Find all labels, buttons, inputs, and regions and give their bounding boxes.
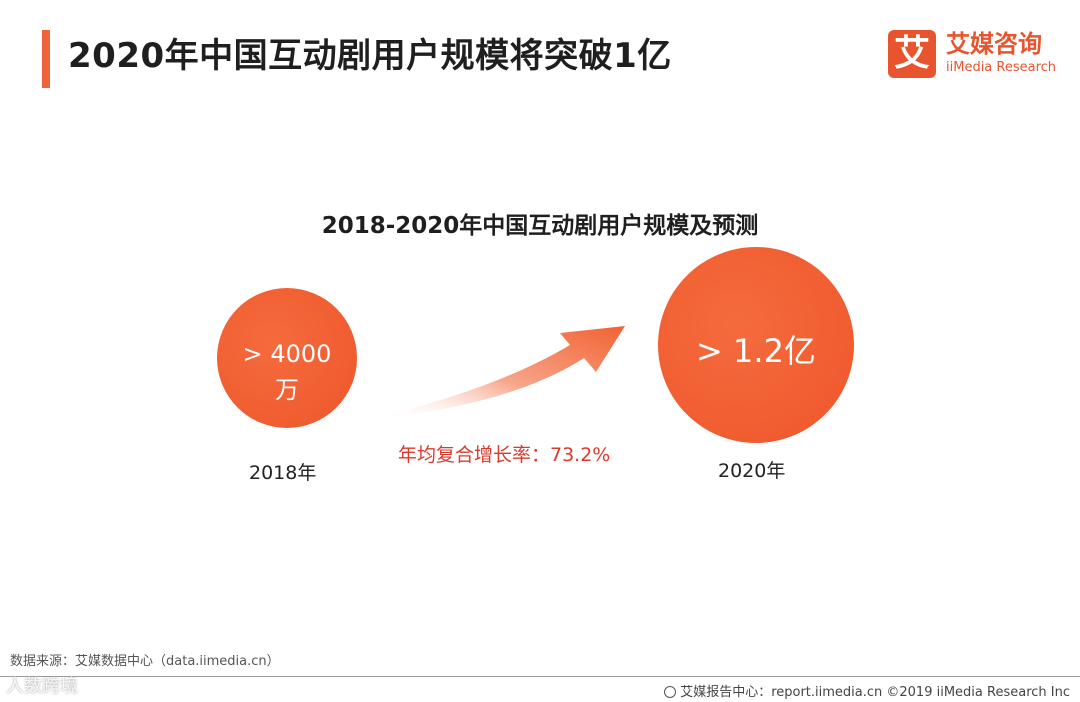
chart-title: 2018-2020年中国互动剧用户规模及预测 xyxy=(321,213,759,239)
logo-en-name: iiMedia Research xyxy=(946,60,1057,75)
year-label-2020: 2020年 xyxy=(718,460,786,482)
page-title: 2020年中国互动剧用户规模将突破1亿 xyxy=(68,36,672,76)
logo-cn-name: 艾媒咨询 xyxy=(946,30,1042,58)
growth-arrow xyxy=(385,326,625,417)
globe-icon xyxy=(664,686,677,698)
data-source: 数据来源：艾媒数据中心（data.iimedia.cn） xyxy=(10,654,280,669)
footer-divider xyxy=(0,676,1080,677)
bubble-2018 xyxy=(217,288,357,428)
logo-mark: 艾 xyxy=(888,30,936,78)
footer-credit: 艾媒报告中心：report.iimedia.cn ©2019 iiMedia R… xyxy=(664,681,1070,700)
footer-text: 艾媒报告中心：report.iimedia.cn ©2019 iiMedia R… xyxy=(680,685,1070,700)
year-label-2018: 2018年 xyxy=(249,462,317,484)
bubble-2020 xyxy=(658,247,854,443)
cagr-annotation: 年均复合增长率：73.2% xyxy=(398,444,611,466)
title-accent-bar xyxy=(42,30,50,88)
watermark: 人数跨境 xyxy=(6,676,78,697)
bubble-2018-unit: 万 xyxy=(275,376,299,404)
iimedia-logo: 艾 艾媒咨询 iiMedia Research xyxy=(888,30,1068,82)
bubble-2020-value: > 1.2亿 xyxy=(696,332,816,370)
bubble-2018-value: > 4000 xyxy=(242,340,332,368)
